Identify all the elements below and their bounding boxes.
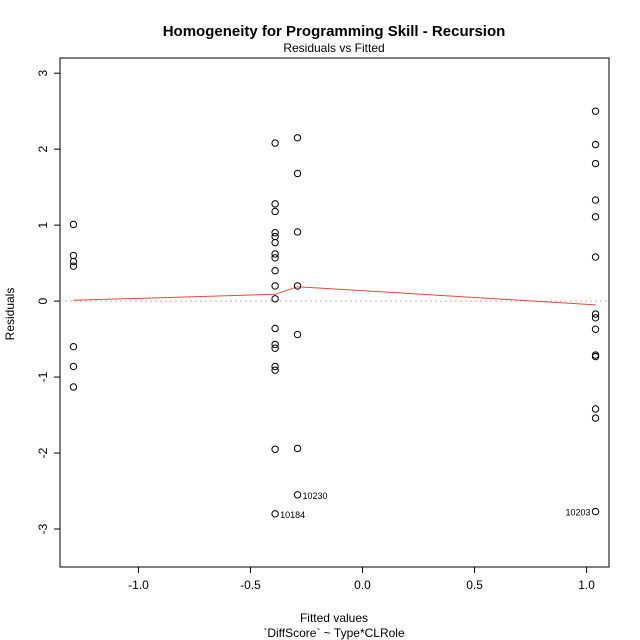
data-point: [69, 342, 78, 351]
y-tick-label: 2: [36, 146, 50, 153]
data-point: [591, 196, 600, 204]
data-point: [271, 254, 279, 262]
x-tick-label: 0.0: [354, 578, 371, 592]
data-point: [271, 362, 279, 371]
data-point: [271, 344, 279, 352]
data-point: [591, 314, 600, 322]
data-point: [69, 220, 78, 229]
data-point: [271, 229, 279, 237]
data-point: [293, 330, 302, 339]
data-point: [271, 324, 279, 333]
data-point: [293, 134, 302, 142]
data-point: [69, 383, 78, 391]
x-axis-label: Fitted values: [300, 611, 368, 625]
data-point: [293, 282, 302, 290]
data-point: [271, 232, 279, 241]
data-point: [271, 282, 279, 290]
plot-frame: [59, 57, 610, 568]
outlier-label: 10184: [280, 510, 305, 520]
data-point: [271, 445, 279, 453]
data-point: [271, 200, 279, 208]
data-point: [591, 159, 600, 168]
data-point: [271, 366, 279, 374]
data-point: [271, 267, 279, 275]
y-tick-label: -2: [36, 447, 50, 458]
data-point: [591, 507, 600, 516]
data-point: [591, 213, 600, 221]
chart-subtitle: Residuals vs Fitted: [283, 41, 384, 55]
y-tick-label: 0: [36, 297, 50, 304]
x-tick-label: 0.5: [466, 578, 483, 592]
data-point: [69, 257, 78, 266]
data-point: [591, 140, 600, 149]
data-point: [591, 253, 600, 261]
data-point: [591, 352, 600, 361]
data-point: [293, 444, 302, 453]
data-point: [271, 139, 279, 147]
data-point: [69, 262, 78, 270]
data-point: [591, 310, 600, 318]
y-tick-label: 1: [36, 221, 50, 228]
data-point: [69, 251, 78, 260]
data-point: [271, 340, 279, 349]
x-tick-label: -1.0: [128, 578, 149, 592]
x-tick-label: -0.5: [240, 578, 261, 592]
data-point: [271, 238, 279, 247]
data-point: [271, 207, 279, 216]
y-axis-label: Residuals: [3, 288, 17, 341]
lowess-smoother-line: [73, 286, 596, 306]
data-point: [271, 295, 279, 303]
data-point: [293, 491, 302, 499]
data-point: [591, 107, 600, 115]
data-point: [591, 414, 600, 422]
data-point: [69, 362, 78, 371]
chart-title: Homogeneity for Programming Skill - Recu…: [163, 23, 506, 40]
data-point: [293, 228, 302, 236]
data-point: [591, 405, 600, 413]
data-point: [271, 250, 279, 258]
outlier-label: 10203: [566, 508, 591, 518]
data-point: [293, 169, 302, 178]
outlier-label: 10230: [303, 491, 328, 501]
y-tick-label: -3: [36, 523, 50, 534]
data-point: [591, 325, 600, 333]
x-axis-formula-label: `DiffScore` ~ Type*CLRole: [263, 626, 405, 640]
x-tick-label: 1.0: [578, 578, 595, 592]
data-point: [271, 510, 279, 518]
y-tick-label: 3: [36, 70, 50, 77]
plot-area: -1.0 -0.5 0.0 0.5 1.0 -3 -2 -1 0 1 2 3 10230 10184 102…: [36, 57, 610, 592]
y-tick-label: -1: [36, 371, 50, 382]
